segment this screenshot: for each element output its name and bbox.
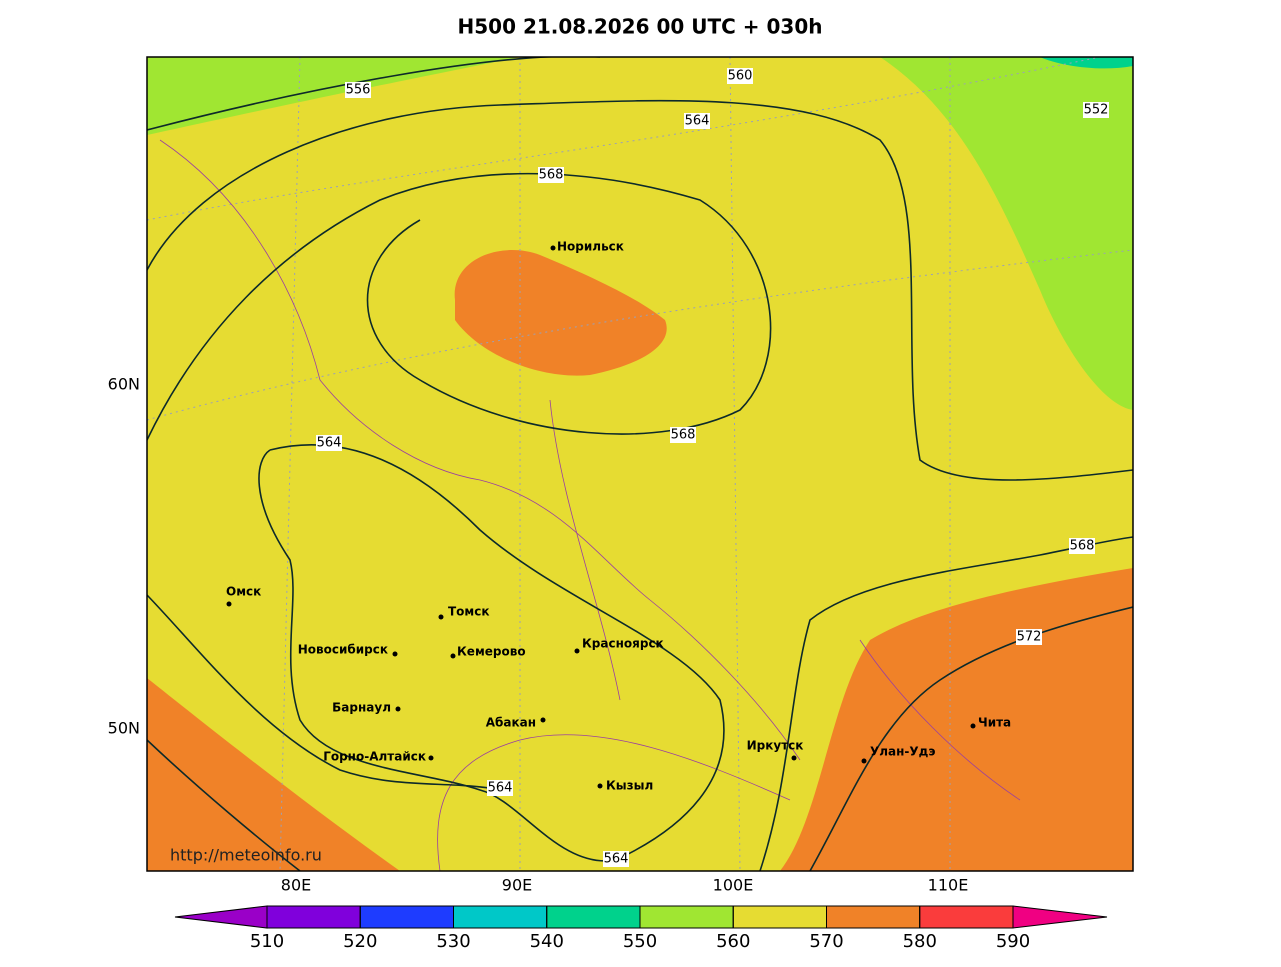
- contour-label: 564: [685, 114, 710, 129]
- lat-label: 60N: [108, 375, 140, 394]
- city-label: Барнаул: [332, 701, 391, 715]
- city-dot: [791, 755, 797, 761]
- colorbar-tick-label: 590: [996, 931, 1030, 952]
- city-label: Новосибирск: [298, 643, 388, 657]
- contour-label: 560: [728, 69, 753, 84]
- contour-label-bg: [727, 68, 753, 84]
- colorbar-box: [453, 905, 548, 929]
- contour-label: 568: [671, 428, 696, 443]
- contour-label: 552: [1084, 103, 1109, 118]
- contour-label-bg: [316, 435, 342, 451]
- city-dot: [428, 755, 434, 761]
- city-dot: [970, 723, 976, 729]
- city-label: Красноярск: [582, 637, 664, 651]
- city-label: Норильск: [557, 240, 624, 254]
- colorbar-tick-label: 530: [436, 931, 470, 952]
- contour-label: 568: [539, 168, 564, 183]
- contour-label: 564: [317, 436, 342, 451]
- lat-label: 50N: [108, 719, 140, 738]
- colorbar-extend-low: [174, 905, 268, 929]
- colorbar-tick-label: 580: [903, 931, 937, 952]
- city-label: Омск: [226, 585, 261, 599]
- city-label: Улан-Удэ: [870, 745, 935, 759]
- city-label: Иркутск: [747, 739, 804, 753]
- city-label: Чита: [978, 716, 1011, 730]
- city-dot: [861, 758, 867, 764]
- city-label: Горно-Алтайск: [323, 750, 426, 764]
- city-dot: [574, 648, 580, 654]
- colorbar-tick-label: 510: [250, 931, 284, 952]
- contour-label-bg: [670, 427, 696, 443]
- lon-label: 110E: [928, 876, 969, 895]
- contour-label: 572: [1017, 630, 1042, 645]
- colorbar-box: [826, 905, 921, 929]
- colorbar-extend-high: [1012, 905, 1108, 929]
- title: H500 21.08.2026 00 UTC + 030h: [458, 15, 823, 39]
- colorbar-box: [919, 905, 1014, 929]
- city-label: Томск: [448, 605, 490, 619]
- colorbar-box: [359, 905, 454, 929]
- city-dot: [226, 601, 232, 607]
- colorbar-box: [732, 905, 827, 929]
- city-dot: [450, 653, 456, 659]
- contour-label: 568: [1070, 539, 1095, 554]
- colorbar-tick-label: 570: [809, 931, 843, 952]
- contour-label-bg: [1069, 538, 1095, 554]
- colorbar-tick-label: 540: [530, 931, 564, 952]
- colorbar-tick-label: 520: [343, 931, 377, 952]
- colorbar-tick-label: 560: [716, 931, 750, 952]
- lon-label: 80E: [281, 876, 311, 895]
- contour-label-bg: [487, 780, 513, 796]
- contour-label: 556: [346, 83, 371, 98]
- colorbar-box: [266, 905, 361, 929]
- contour-label-bg: [345, 82, 371, 98]
- city-dot: [438, 614, 444, 620]
- city-dot: [395, 706, 401, 712]
- colorbar-box: [639, 905, 734, 929]
- credit: http://meteoinfo.ru: [170, 846, 322, 865]
- city-label: Абакан: [486, 716, 536, 730]
- contour-label-bg: [603, 851, 629, 867]
- map-area: [147, 57, 1133, 871]
- contour-label-bg: [1083, 102, 1109, 118]
- city-dot: [392, 651, 398, 657]
- contour-label: 564: [488, 781, 513, 796]
- colorbar-box: [546, 905, 641, 929]
- city-dot: [550, 245, 556, 251]
- colorbar-tick-label: 550: [623, 931, 657, 952]
- city-dot: [597, 783, 603, 789]
- contour-label-bg: [1016, 629, 1042, 645]
- contour-label-bg: [538, 167, 564, 183]
- city-dot: [540, 717, 546, 723]
- city-label: Кызыл: [606, 779, 653, 793]
- city-label: Кемерово: [457, 645, 526, 659]
- contour-label-bg: [684, 113, 710, 129]
- contour-label: 564: [604, 852, 629, 867]
- lon-label: 90E: [502, 876, 532, 895]
- lon-label: 100E: [713, 876, 754, 895]
